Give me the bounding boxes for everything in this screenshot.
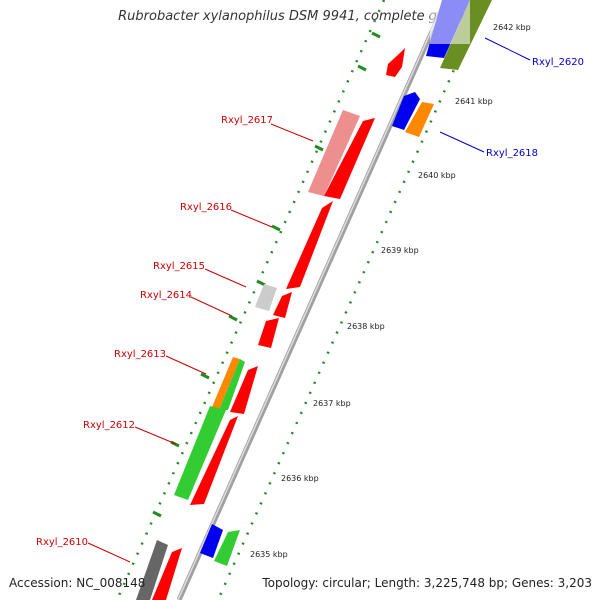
scale-label: 2637 kbp [313, 399, 351, 408]
gene-rxyl-2616[interactable] [286, 201, 333, 289]
outer-major-ticks [152, 31, 381, 518]
gene-small-red[interactable] [386, 48, 405, 77]
gene-features [136, 48, 405, 600]
gene-inner-blue-2635[interactable] [200, 524, 223, 558]
scale-label: 2642 kbp [493, 23, 531, 32]
scale-labels: 2642 kbp 2641 kbp 2640 kbp 2639 kbp 2638… [250, 23, 531, 559]
gene-label-rxyl-2613[interactable]: Rxyl_2613 [114, 349, 166, 360]
label-leader-lines [87, 37, 531, 563]
scale-label: 2640 kbp [418, 171, 456, 180]
gene-rxyl-2620-highlight [430, 0, 470, 44]
topology-summary: Topology: circular; Length: 3,225,748 bp… [262, 576, 592, 590]
gene-label-rxyl-2615[interactable]: Rxyl_2615 [153, 261, 205, 272]
gene-rxyl-2612-green[interactable] [174, 406, 226, 500]
gene-label-rxyl-2612[interactable]: Rxyl_2612 [83, 420, 135, 431]
scale-label: 2636 kbp [281, 474, 319, 483]
gene-rxyl-2615-red[interactable] [273, 292, 292, 318]
gene-rxyl-2610-grey[interactable] [136, 540, 168, 600]
gene-rxyl-2615-grey[interactable] [255, 284, 277, 311]
scale-label: 2635 kbp [250, 550, 288, 559]
gene-label-rxyl-2618[interactable]: Rxyl_2618 [486, 148, 538, 159]
gene-label-rxyl-2620[interactable]: Rxyl_2620 [532, 57, 584, 68]
gene-label-rxyl-2610[interactable]: Rxyl_2610 [36, 537, 88, 548]
scale-label: 2641 kbp [455, 97, 493, 106]
gene-labels: Rxyl_2620 Rxyl_2618 Rxyl_2617 Rxyl_2616 … [36, 57, 584, 548]
genome-backbone-highlight [177, 0, 446, 600]
gene-rxyl-2617-pink[interactable] [308, 110, 360, 196]
scale-label: 2638 kbp [347, 322, 385, 331]
scale-label: 2639 kbp [381, 246, 419, 255]
gene-rxyl-2613-red[interactable] [230, 366, 258, 414]
gene-rxyl-2612-red[interactable] [190, 416, 238, 505]
gene-label-rxyl-2614[interactable]: Rxyl_2614 [140, 290, 192, 301]
gene-inner-green-2635[interactable] [214, 530, 240, 566]
gene-rxyl-2614[interactable] [258, 318, 279, 348]
genome-backbone [176, 0, 449, 600]
gene-rxyl-2618-blue[interactable] [392, 92, 420, 130]
inner-gene-features [200, 0, 492, 566]
gene-label-rxyl-2616[interactable]: Rxyl_2616 [180, 202, 232, 213]
gene-label-rxyl-2617[interactable]: Rxyl_2617 [221, 115, 273, 126]
gene-rxyl-2613-green[interactable] [219, 359, 245, 410]
accession-text: Accession: NC_008148 [9, 576, 146, 590]
gene-rxyl-2610-red[interactable] [152, 548, 182, 600]
genome-title: Rubrobacter xylanophilus DSM 9941, compl… [118, 9, 482, 24]
gene-rxyl-2617-red[interactable] [324, 118, 375, 199]
gene-rxyl-2618-orange[interactable] [405, 102, 434, 137]
gene-rxyl-2613-orange[interactable] [212, 357, 240, 410]
